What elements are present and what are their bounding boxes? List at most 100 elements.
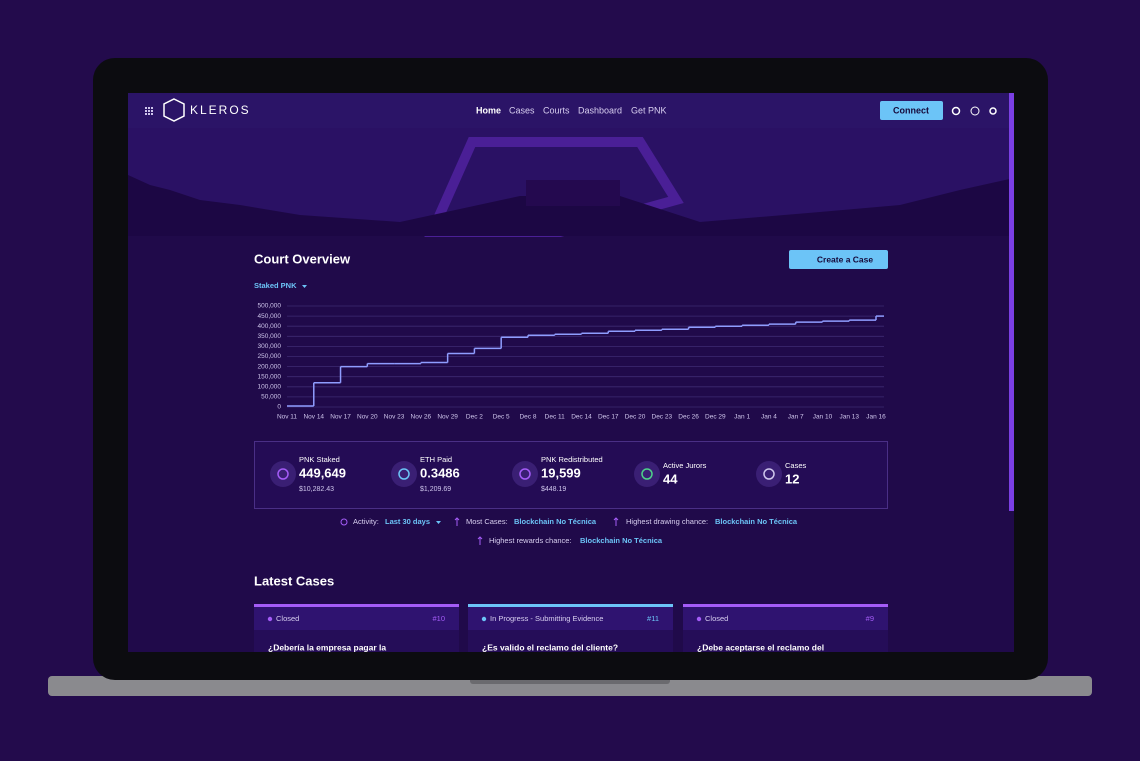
activity-label: Activity: (353, 517, 379, 526)
drawing-label: Highest drawing chance: (626, 517, 708, 526)
stat-sub: $1,209.69 (420, 486, 451, 493)
stat-sub: $10,282.43 (299, 486, 334, 493)
x-tick-label: Nov 23 (384, 414, 405, 421)
case-status: Closed (705, 614, 728, 623)
notification-icon[interactable] (989, 107, 997, 115)
x-tick-label: Nov 17 (330, 414, 351, 421)
x-tick-label: Dec 2 (466, 414, 483, 421)
x-tick-label: Jan 1 (734, 414, 750, 421)
stat-label: Active Jurors (663, 461, 707, 470)
stat-icon (391, 461, 417, 487)
x-tick-label: Dec 11 (545, 414, 565, 421)
stat-icon (512, 461, 538, 487)
stat-icon-glyph (641, 468, 653, 480)
y-tick-label: 0 (277, 404, 281, 411)
stat-value: 12 (785, 471, 799, 486)
y-tick-label: 450,000 (258, 313, 282, 320)
activity-period[interactable]: Last 30 days (385, 517, 430, 526)
stats-box (254, 441, 888, 509)
x-tick-label: Nov 20 (357, 414, 378, 421)
stat-icon-glyph (763, 468, 775, 480)
nav-link[interactable]: Cases (509, 105, 535, 115)
latest-title: Latest Cases (254, 573, 334, 588)
laptop-base (48, 676, 1092, 696)
chart: 0 50,000 100,000 150,000 200,000 250,000 300,0… (258, 303, 887, 421)
case-card-header (468, 604, 673, 630)
y-tick-label: 400,000 (258, 323, 282, 330)
x-tick-label: Jan 16 (866, 414, 886, 421)
nav-link[interactable]: Home (476, 105, 501, 115)
stat-sub: $448.19 (541, 486, 566, 493)
x-tick-label: Dec 26 (678, 414, 699, 421)
caret (436, 521, 441, 524)
arrow-head (477, 536, 483, 540)
x-tick-label: Dec 23 (652, 414, 673, 421)
rewards-label: Highest rewards chance: (489, 536, 572, 545)
drawing-value[interactable]: Blockchain No Técnica (715, 517, 798, 526)
stat-icon (756, 461, 782, 487)
nav-link[interactable]: Dashboard (578, 105, 622, 115)
case-title[interactable]: ¿Debería la empresa pagar la (268, 642, 386, 652)
case-number: #11 (647, 614, 659, 623)
menu-icon[interactable] (145, 107, 153, 115)
rewards-value[interactable]: Blockchain No Técnica (580, 536, 663, 545)
status-dot (696, 616, 702, 622)
x-tick-label: Dec 29 (705, 414, 726, 421)
case-number: #10 (432, 614, 445, 623)
help-icon[interactable] (970, 106, 980, 116)
logo-mark (163, 98, 185, 122)
case-card-header (683, 604, 888, 630)
case-title[interactable]: ¿Debe aceptarse el reclamo del (697, 642, 824, 652)
most-cases-label: Most Cases: (466, 517, 508, 526)
stat-value: 449,649 (299, 465, 346, 480)
x-tick-label: Jan 13 (839, 414, 859, 421)
connect-label[interactable]: Connect (893, 105, 929, 115)
x-tick-label: Dec 20 (625, 414, 646, 421)
x-tick-label: Dec 8 (519, 414, 536, 421)
stat-icon (634, 461, 660, 487)
stat-icon-glyph (277, 468, 289, 480)
settings-icon[interactable] (951, 106, 961, 116)
stat-icon-glyph (398, 468, 410, 480)
case-title[interactable]: ¿Es valido el reclamo del cliente? (482, 642, 618, 652)
arrow-head (613, 517, 619, 521)
screen: KLEROS Home Cases Courts Dashboard Get PNK C… (128, 93, 1014, 652)
x-tick-label: Jan 7 (788, 414, 804, 421)
create-case-label[interactable]: Create a Case (817, 254, 874, 264)
case-number: #9 (866, 614, 874, 623)
activity-icon (340, 518, 348, 526)
chart-selector[interactable]: Staked PNK (254, 281, 297, 290)
create-case-button[interactable] (789, 250, 888, 269)
y-tick-label: 50,000 (261, 394, 281, 401)
status-dot (267, 616, 273, 622)
scrollbar (1009, 93, 1014, 511)
status-dot (481, 616, 487, 622)
nav-link[interactable]: Get PNK (631, 105, 667, 115)
case-status: In Progress - Submitting Evidence (490, 614, 603, 623)
case-card-accent (683, 604, 888, 607)
most-cases-value[interactable]: Blockchain No Técnica (514, 517, 597, 526)
case-card-header (254, 604, 459, 630)
stat-icon (270, 461, 296, 487)
connect-button[interactable] (880, 101, 943, 120)
arrow-head (454, 517, 460, 521)
x-tick-label: Dec 17 (598, 414, 619, 421)
brand[interactable]: KLEROS (190, 103, 251, 117)
case-card-accent (468, 604, 673, 607)
case-status: Closed (276, 614, 299, 623)
case-card-accent (254, 604, 459, 607)
x-tick-label: Nov 11 (277, 414, 297, 421)
y-tick-label: 250,000 (258, 353, 282, 360)
y-tick-label: 300,000 (258, 343, 282, 350)
y-tick-label: 200,000 (258, 363, 282, 370)
y-tick-label: 500,000 (258, 303, 282, 310)
stat-icon-glyph (519, 468, 531, 480)
x-tick-label: Dec 5 (493, 414, 510, 421)
x-tick-label: Nov 29 (437, 414, 458, 421)
stat-value: 0.3486 (420, 465, 460, 480)
stat-label: Cases (785, 461, 807, 470)
stat-label: ETH Paid (420, 455, 452, 464)
nav-link[interactable]: Courts (543, 105, 570, 115)
x-tick-label: Jan 10 (813, 414, 833, 421)
